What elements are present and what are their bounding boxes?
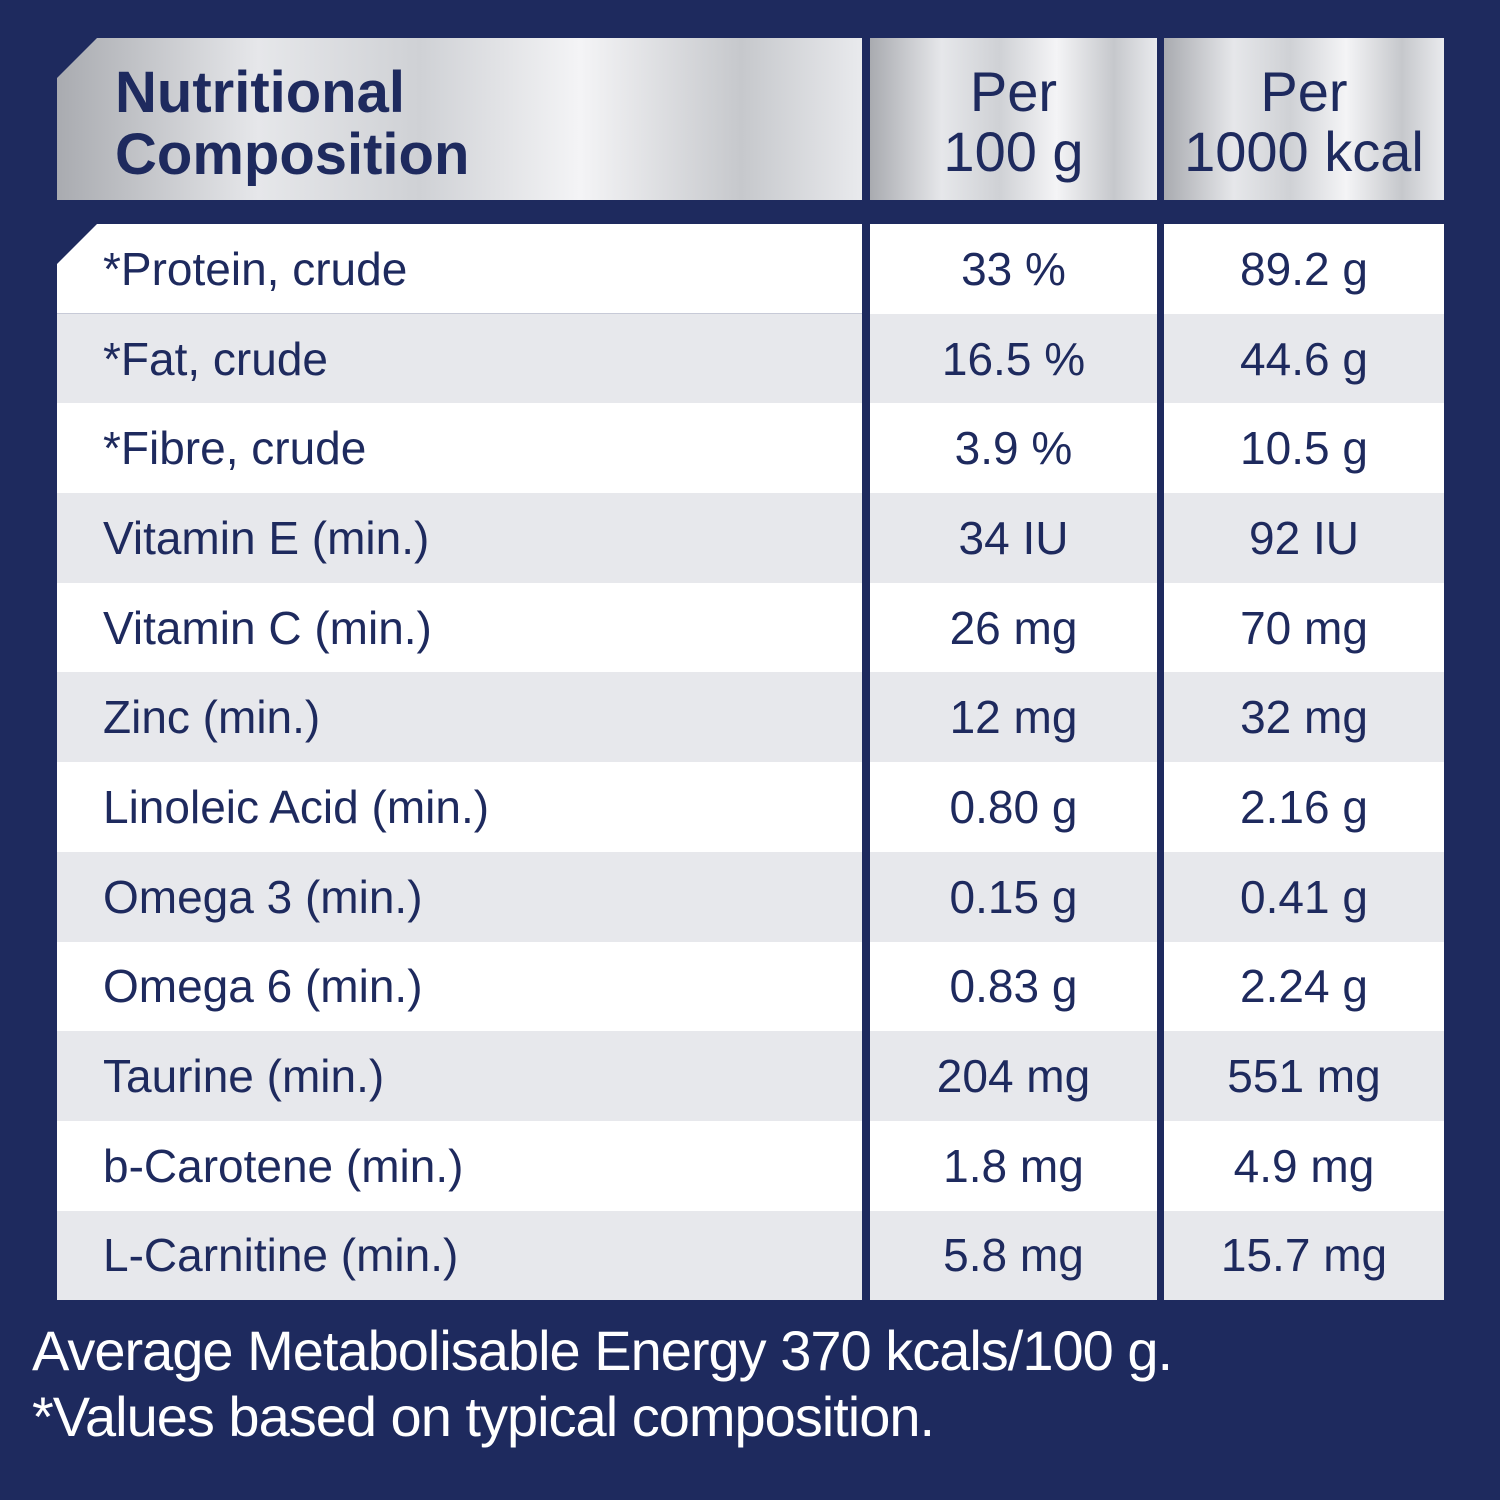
footer-notes: Average Metabolisable Energy 370 kcals/1… bbox=[32, 1318, 1173, 1450]
col1-line-2: 100 g bbox=[943, 120, 1084, 183]
value-per-100g: 26 mg bbox=[870, 582, 1157, 673]
value-per-1000kcal: 2.24 g bbox=[1164, 941, 1444, 1032]
nutrient-name: L-Carnitine (min.) bbox=[57, 1210, 862, 1301]
value-per-100g: 0.15 g bbox=[870, 851, 1157, 942]
table-row: Vitamin E (min.) 34 IU 92 IU bbox=[57, 493, 1444, 583]
value-per-100g: 33 % bbox=[870, 224, 1157, 314]
value-per-1000kcal: 89.2 g bbox=[1164, 224, 1444, 314]
nutrient-name: Omega 6 (min.) bbox=[57, 941, 862, 1032]
value-per-1000kcal: 0.41 g bbox=[1164, 851, 1444, 942]
table-row: *Protein, crude 33 % 89.2 g bbox=[57, 224, 1444, 314]
value-per-1000kcal: 92 IU bbox=[1164, 493, 1444, 583]
col1-line-1: Per bbox=[969, 60, 1058, 123]
nutrient-name: Vitamin E (min.) bbox=[57, 493, 862, 583]
table-row: L-Carnitine (min.) 5.8 mg 15.7 mg bbox=[57, 1210, 1444, 1301]
table-row: Linoleic Acid (min.) 0.80 g 2.16 g bbox=[57, 762, 1444, 852]
header-title-cell: Nutritional Composition bbox=[57, 38, 862, 200]
value-per-1000kcal: 70 mg bbox=[1164, 582, 1444, 673]
value-per-100g: 34 IU bbox=[870, 493, 1157, 583]
header-per-100g-cell: Per 100 g bbox=[870, 38, 1157, 200]
values-note: *Values based on typical composition. bbox=[32, 1385, 935, 1448]
title-line-2: Composition bbox=[115, 122, 470, 187]
header-per-1000kcal-cell: Per 1000 kcal bbox=[1164, 38, 1444, 200]
nutrient-name: Vitamin C (min.) bbox=[57, 582, 862, 673]
nutrient-name: *Fibre, crude bbox=[57, 403, 862, 494]
table-row: *Fibre, crude 3.9 % 10.5 g bbox=[57, 403, 1444, 494]
col2-line-2: 1000 kcal bbox=[1184, 120, 1424, 183]
table-row: Omega 6 (min.) 0.83 g 2.24 g bbox=[57, 941, 1444, 1032]
nutrient-name: b-Carotene (min.) bbox=[57, 1120, 862, 1211]
table-row: Vitamin C (min.) 26 mg 70 mg bbox=[57, 582, 1444, 673]
nutrient-name: *Protein, crude bbox=[57, 224, 862, 314]
column-header-per-100g: Per 100 g bbox=[870, 62, 1157, 182]
column-header-per-1000kcal: Per 1000 kcal bbox=[1164, 62, 1444, 182]
col2-line-1: Per bbox=[1260, 60, 1348, 123]
table-row: *Fat, crude 16.5 % 44.6 g bbox=[57, 313, 1444, 404]
value-per-100g: 204 mg bbox=[870, 1031, 1157, 1121]
nutrition-table-body: *Protein, crude 33 % 89.2 g *Fat, crude 16.5… bbox=[57, 224, 1444, 1301]
value-per-100g: 1.8 mg bbox=[870, 1120, 1157, 1211]
value-per-1000kcal: 15.7 mg bbox=[1164, 1210, 1444, 1301]
value-per-1000kcal: 32 mg bbox=[1164, 672, 1444, 763]
value-per-1000kcal: 4.9 mg bbox=[1164, 1120, 1444, 1211]
value-per-100g: 3.9 % bbox=[870, 403, 1157, 494]
value-per-1000kcal: 2.16 g bbox=[1164, 762, 1444, 852]
title-line-1: Nutritional bbox=[115, 60, 405, 125]
value-per-100g: 5.8 mg bbox=[870, 1210, 1157, 1301]
energy-note: Average Metabolisable Energy 370 kcals/1… bbox=[32, 1319, 1173, 1382]
table-row: Zinc (min.) 12 mg 32 mg bbox=[57, 672, 1444, 763]
nutrient-name: Omega 3 (min.) bbox=[57, 851, 862, 942]
nutrient-name: Taurine (min.) bbox=[57, 1031, 862, 1121]
table-title: Nutritional Composition bbox=[115, 62, 469, 186]
value-per-100g: 16.5 % bbox=[870, 313, 1157, 404]
nutrient-name: *Fat, crude bbox=[57, 313, 862, 404]
value-per-1000kcal: 44.6 g bbox=[1164, 313, 1444, 404]
value-per-1000kcal: 551 mg bbox=[1164, 1031, 1444, 1121]
table-row: b-Carotene (min.) 1.8 mg 4.9 mg bbox=[57, 1120, 1444, 1211]
nutrient-name: Zinc (min.) bbox=[57, 672, 862, 763]
table-row: Taurine (min.) 204 mg 551 mg bbox=[57, 1031, 1444, 1121]
table-row: Omega 3 (min.) 0.15 g 0.41 g bbox=[57, 851, 1444, 942]
value-per-100g: 12 mg bbox=[870, 672, 1157, 763]
nutrient-name: Linoleic Acid (min.) bbox=[57, 762, 862, 852]
value-per-100g: 0.83 g bbox=[870, 941, 1157, 1032]
value-per-100g: 0.80 g bbox=[870, 762, 1157, 852]
value-per-1000kcal: 10.5 g bbox=[1164, 403, 1444, 494]
